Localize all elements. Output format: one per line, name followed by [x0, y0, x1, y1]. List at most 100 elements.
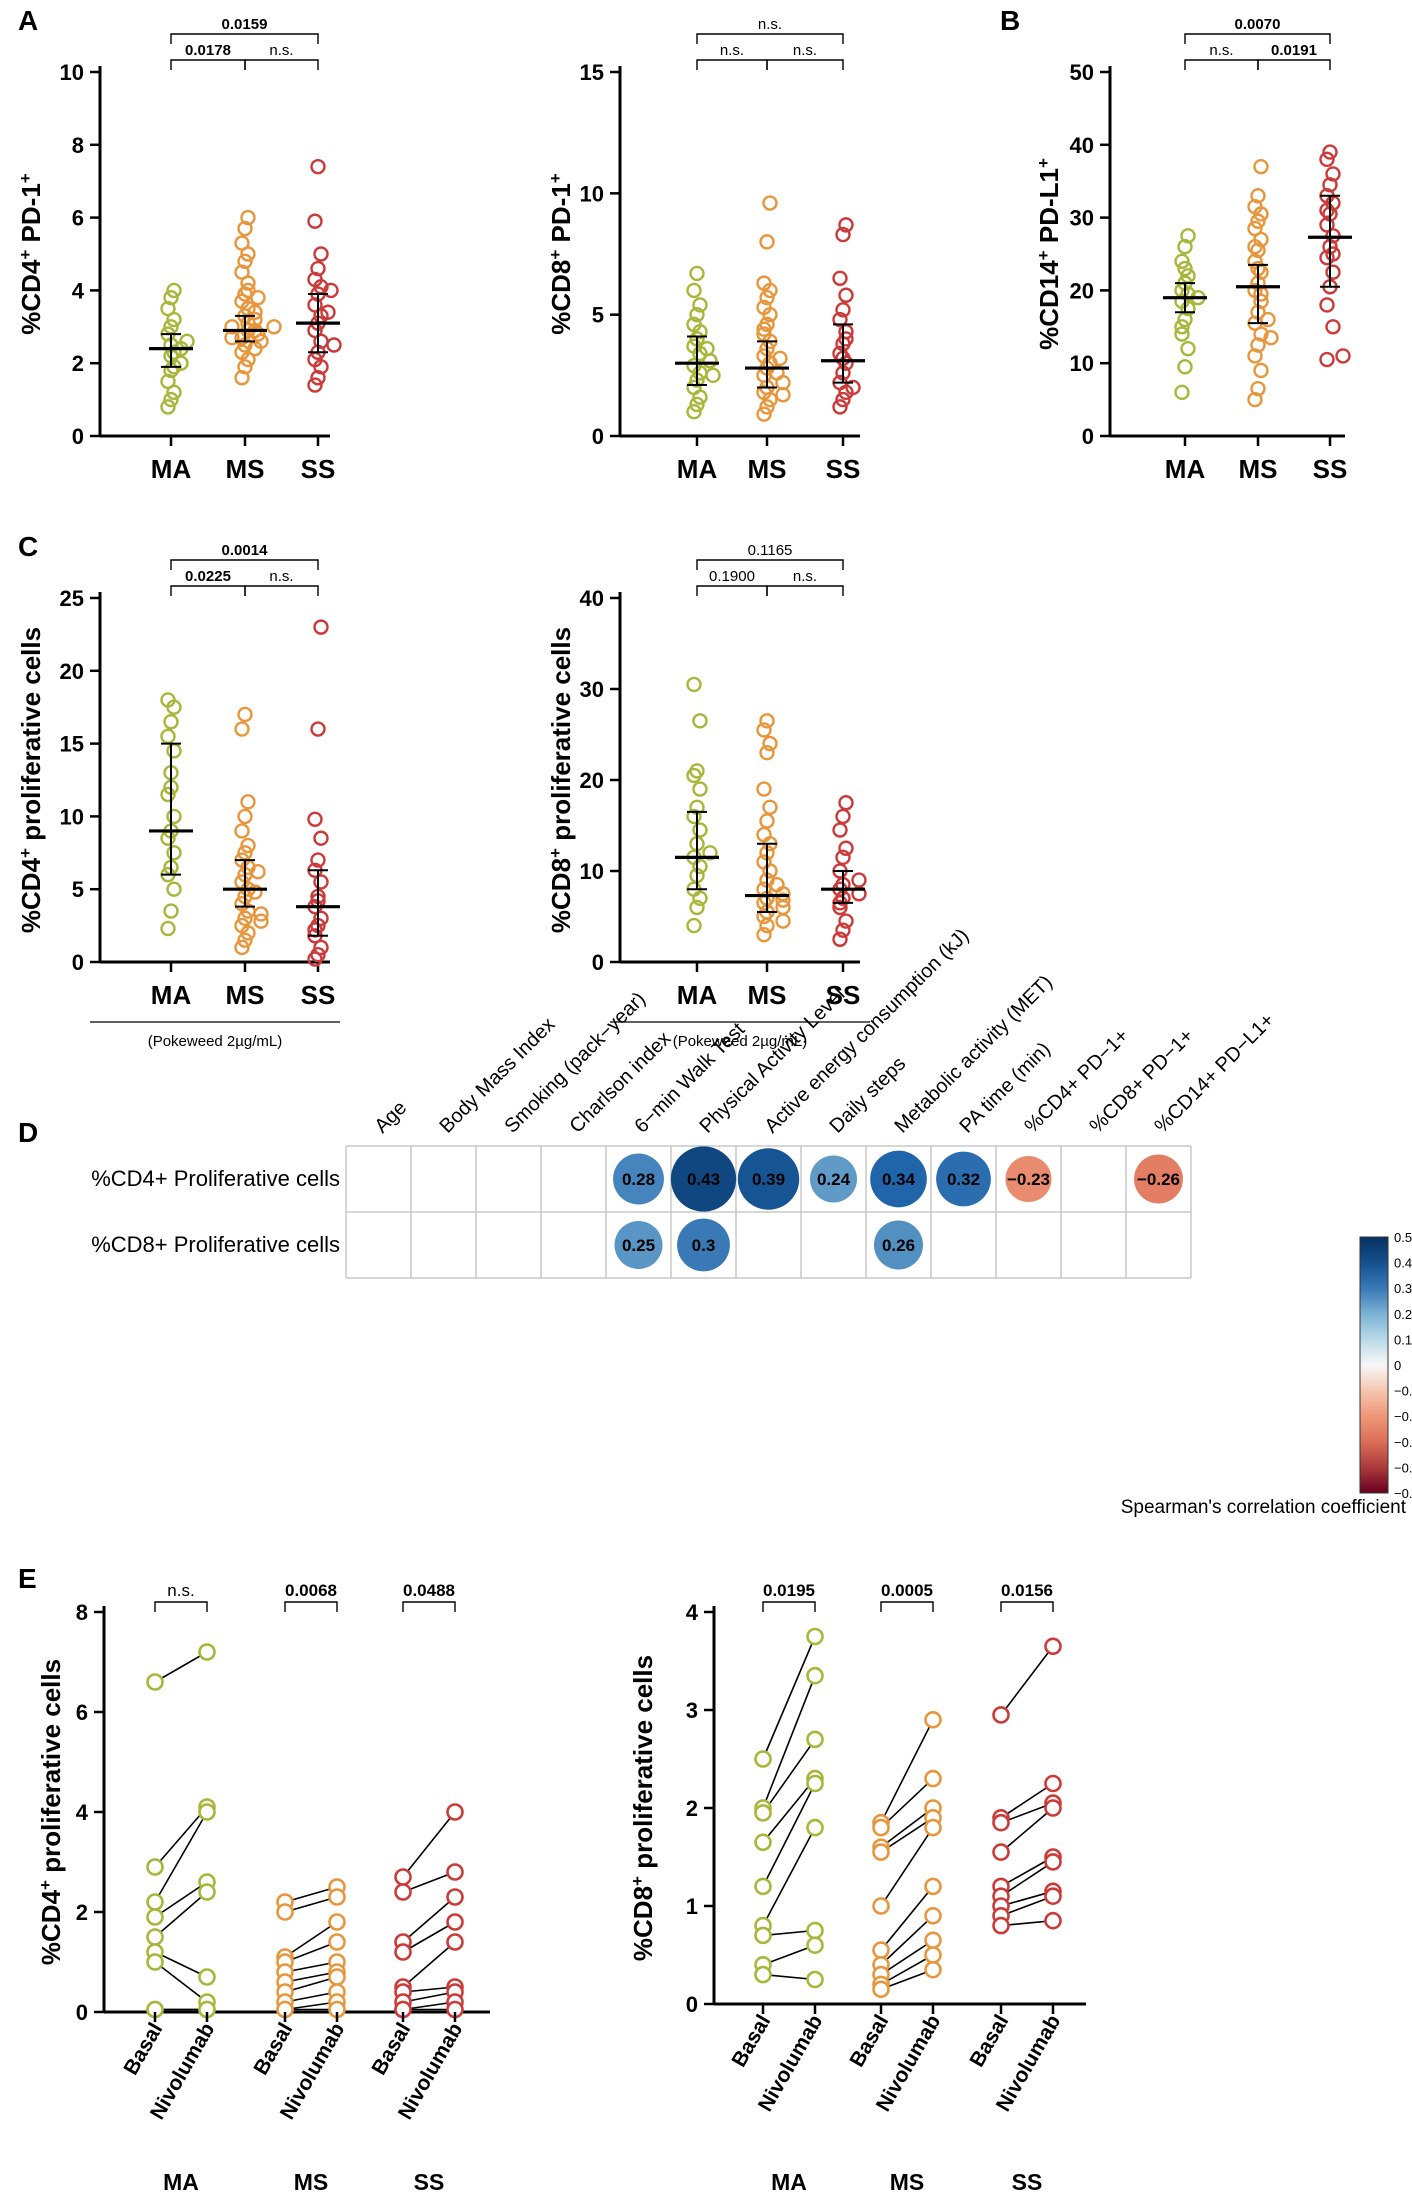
data-point	[835, 808, 851, 825]
ylabel-part: +	[1034, 250, 1053, 260]
data-point	[705, 367, 721, 384]
y-tick-label: 4	[76, 1800, 89, 1825]
y-axis-label: %CD8+ PD-1+	[546, 173, 577, 335]
data-point	[1180, 340, 1196, 357]
y-tick-label: 15	[580, 60, 604, 85]
sig-bracket	[696, 59, 768, 70]
basal-point	[146, 1858, 164, 1876]
nivolumab-point	[1044, 1637, 1062, 1656]
colorbar-tick: 0.5	[1394, 1230, 1412, 1245]
data-point	[699, 340, 715, 357]
data-point	[1174, 384, 1190, 401]
sig-bracket	[244, 59, 319, 70]
sig-label: 0.0225	[185, 568, 231, 585]
sig-label: n.s.	[793, 42, 817, 59]
nivolumab-point	[924, 1877, 942, 1896]
ylabel-part: +	[1034, 158, 1053, 168]
data-point	[1250, 188, 1266, 204]
data-point	[1325, 246, 1341, 262]
condition-label: Basal	[727, 2011, 775, 2071]
y-tick-label: 10	[1070, 351, 1094, 376]
nivolumab-point	[924, 1931, 942, 1950]
data-point	[1174, 319, 1190, 335]
colorbar-tick: 0	[1394, 1358, 1401, 1373]
data-point	[250, 289, 266, 306]
data-point	[240, 794, 256, 810]
colorbar-tick: 0.3	[1394, 1281, 1412, 1296]
x-tick-label: MS	[748, 454, 787, 484]
data-point	[759, 713, 775, 729]
data-point	[1319, 202, 1335, 219]
pair-line	[284, 1991, 338, 2003]
colorbar	[1359, 1236, 1389, 1494]
correlation-value: 0.26	[882, 1236, 915, 1255]
sig-label: n.s.	[1209, 42, 1233, 59]
pair-line	[154, 1891, 208, 1938]
y-axis-label: %CD8+ proliferative cells	[546, 627, 577, 933]
data-point	[240, 209, 256, 226]
data-point	[1253, 362, 1269, 379]
data-point	[313, 874, 329, 890]
sig-label: 0.0195	[763, 1581, 815, 1600]
ylabel-part: %CD4	[16, 857, 46, 933]
nivolumab-point	[1044, 1799, 1062, 1817]
sig-label: 0.0159	[222, 16, 268, 33]
y-axis-label-wrap: %CD8+ proliferative cells	[546, 627, 577, 933]
y-tick-label: 10	[580, 859, 604, 884]
y-axis-label-wrap: %CD4+ proliferative cells	[36, 1659, 67, 1965]
y-tick-label: 40	[1070, 133, 1094, 158]
sig-label: n.s.	[269, 42, 293, 59]
data-point	[313, 246, 329, 262]
basal-point	[276, 1903, 294, 1921]
data-point	[237, 910, 253, 927]
data-point	[166, 743, 182, 759]
data-point	[310, 947, 326, 963]
data-point	[689, 265, 705, 282]
sig-bracket	[402, 1601, 456, 1612]
x-tick-label: SS	[826, 980, 861, 1010]
ylabel-part: +	[16, 848, 35, 858]
ylabel-part: proliferative cells	[628, 1655, 658, 1876]
row-label: %CD4+ Proliferative cells	[91, 1166, 340, 1191]
sig-label: 0.1165	[748, 542, 793, 559]
data-point	[326, 337, 342, 353]
data-point	[307, 377, 323, 393]
data-point	[759, 745, 775, 761]
x-tick-label: MA	[677, 454, 718, 484]
basal-point	[146, 1908, 164, 1926]
basal-point	[394, 1868, 412, 1886]
column-label: %CD14+ PD−L1+	[1150, 1009, 1278, 1137]
colorbar-tick: −0.1	[1394, 1384, 1412, 1399]
pair-line	[154, 1881, 208, 1918]
data-point	[762, 735, 778, 752]
data-point	[689, 396, 705, 413]
correlation-value: 0.28	[622, 1170, 655, 1189]
x-tick-label: MS	[226, 454, 265, 484]
x-tick-label: MA	[677, 980, 718, 1010]
y-tick-label: 5	[592, 303, 604, 328]
data-point	[160, 786, 176, 803]
sig-label: 0.0070	[1235, 16, 1281, 33]
ylabel-part: %CD14	[1034, 260, 1064, 350]
nivolumab-point	[198, 1803, 216, 1821]
pair-line	[880, 1885, 934, 1951]
y-axis-label-wrap: %CD14+ PD-L1+	[1034, 158, 1065, 350]
data-point	[1325, 319, 1341, 335]
data-point	[234, 939, 250, 956]
data-point	[1177, 260, 1193, 277]
nivolumab-point	[924, 1960, 942, 1979]
y-tick-label: 20	[580, 768, 604, 793]
data-point	[692, 713, 708, 729]
basal-point	[754, 1833, 772, 1852]
x-tick-label: SS	[301, 454, 336, 484]
basal-point	[872, 1980, 890, 1999]
group-label: MS	[890, 2169, 925, 2195]
data-point	[686, 808, 702, 825]
nivolumab-point	[806, 1818, 824, 1837]
data-point	[234, 721, 250, 737]
data-point	[1177, 359, 1193, 375]
data-point	[686, 316, 702, 333]
sig-bracket	[170, 559, 319, 570]
ylabel-part: %CD8	[546, 858, 576, 933]
nivolumab-point	[1044, 1887, 1062, 1905]
